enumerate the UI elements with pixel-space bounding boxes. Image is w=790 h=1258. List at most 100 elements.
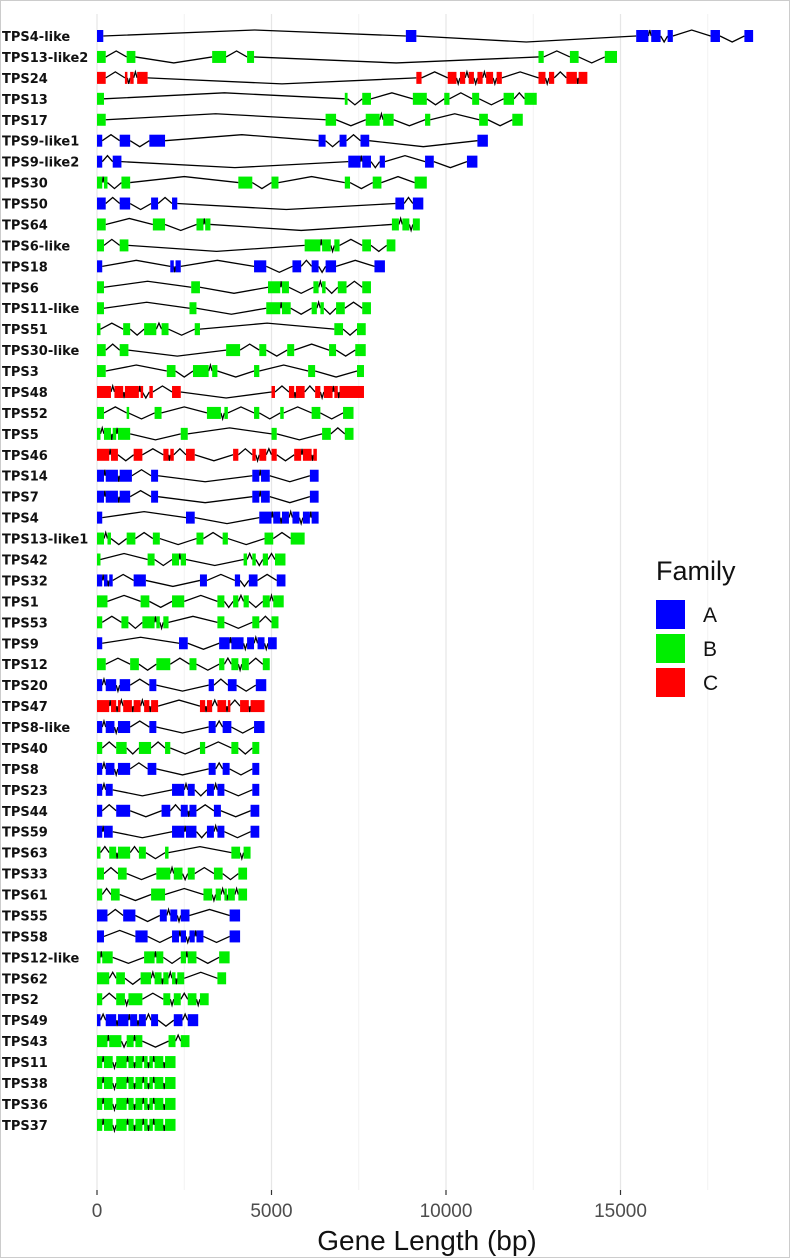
- intron-TPS23-5: [224, 789, 253, 797]
- intron-TPS36-0: [101, 1097, 105, 1105]
- gene-label-TPS55: TPS55: [2, 909, 48, 924]
- gene-label-TPS64: TPS64: [2, 218, 48, 233]
- gene-label-TPS30-like: TPS30-like: [2, 344, 79, 359]
- gene-track-TPS50: [97, 196, 424, 211]
- exon-TPS13-like2-6: [604, 50, 618, 63]
- intron-TPS48-5: [180, 391, 272, 399]
- exon-TPS37-3: [128, 1118, 134, 1131]
- exon-TPS8-like-5: [222, 721, 232, 734]
- exon-TPS50-1: [119, 197, 131, 210]
- intron-TPS6-like-3: [330, 245, 335, 254]
- gene-label-TPS24: TPS24: [2, 72, 48, 87]
- intron-TPS46-3: [167, 454, 171, 461]
- gene-label-TPS12-like: TPS12-like: [2, 951, 79, 966]
- intron-TPS14-1: [117, 475, 121, 482]
- gene-track-TPS30-like: [97, 343, 366, 357]
- intron-TPS64-4: [398, 216, 403, 225]
- intron-TPS11-4: [141, 1055, 145, 1063]
- intron-TPS50-0: [105, 196, 121, 205]
- exon-TPS40-1: [116, 741, 127, 754]
- exon-TPS18-3: [254, 260, 267, 273]
- intron-TPS38-7: [162, 1082, 166, 1090]
- exon-TPS55-2: [159, 909, 167, 922]
- exon-TPS2-0: [97, 993, 103, 1006]
- intron-TPS20-3: [156, 684, 209, 692]
- gene-label-TPS17: TPS17: [2, 114, 48, 129]
- exon-TPS11-like-0: [97, 302, 104, 315]
- intron-TPS37-4: [141, 1118, 145, 1125]
- gene-label-TPS36: TPS36: [2, 1098, 48, 1113]
- exon-TPS5-1: [103, 427, 111, 440]
- intron-TPS30-like-4: [293, 343, 330, 351]
- intron-TPS59-1: [112, 831, 173, 839]
- exon-TPS53-6: [252, 616, 260, 629]
- gene-track-TPS64: [97, 216, 420, 233]
- intron-TPS6-like-1: [128, 244, 305, 253]
- exon-TPS53-0: [97, 616, 103, 629]
- exon-TPS14-6: [309, 469, 319, 482]
- intron-TPS8-1: [113, 768, 119, 778]
- intron-TPS4-like-5: [719, 35, 745, 43]
- legend-label-B: B: [703, 638, 717, 661]
- intron-TPS12-4: [223, 656, 232, 665]
- exon-TPS1-0: [97, 595, 108, 608]
- gene-label-TPS42: TPS42: [2, 554, 48, 569]
- intron-TPS11-5: [146, 1061, 150, 1069]
- intron-TPS13-2: [370, 92, 414, 100]
- legend-title: Family: [656, 556, 736, 586]
- exon-TPS18-4: [292, 260, 302, 273]
- intron-TPS62-0: [108, 971, 117, 979]
- exon-TPS8-6: [252, 762, 260, 775]
- exon-TPS53-1: [121, 616, 129, 629]
- intron-TPS50-2: [157, 196, 173, 205]
- exon-TPS64-6: [412, 218, 420, 231]
- exon-TPS24-10: [496, 71, 502, 84]
- exon-TPS53-5: [217, 616, 225, 629]
- intron-TPS7-1: [117, 496, 121, 503]
- intron-TPS12-3: [196, 663, 220, 671]
- intron-TPS24-12: [553, 70, 567, 79]
- exon-TPS64-2: [196, 218, 204, 231]
- intron-TPS46-5: [194, 454, 234, 462]
- intron-TPS32-3: [145, 579, 201, 588]
- exon-TPS11-3: [128, 1056, 134, 1069]
- exon-TPS40-6: [252, 741, 260, 754]
- exon-TPS8-2: [117, 762, 131, 775]
- intron-TPS6-like-5: [370, 244, 388, 253]
- gene-label-TPS2: TPS2: [2, 993, 39, 1008]
- gene-label-TPS63: TPS63: [2, 847, 48, 862]
- intron-TPS24-0: [105, 71, 126, 79]
- exon-TPS47-5: [144, 700, 150, 713]
- exon-TPS4-like-1: [405, 30, 417, 42]
- intron-TPS18-4: [300, 259, 313, 267]
- exon-TPS53-3: [156, 616, 160, 629]
- intron-TPS42-0: [100, 552, 148, 561]
- exon-TPS49-6: [173, 1014, 183, 1027]
- intron-TPS59-4: [213, 823, 219, 832]
- exon-TPS52-6: [280, 406, 284, 419]
- gene-track-TPS49: [97, 1012, 199, 1027]
- exon-TPS51-0: [97, 323, 101, 336]
- intron-TPS7-5: [269, 496, 311, 504]
- exon-TPS46-11: [302, 448, 312, 461]
- exon-TPS24-14: [578, 71, 588, 84]
- exon-TPS12-5: [231, 658, 239, 671]
- intron-TPS61-0: [101, 887, 112, 895]
- exon-TPS51-3: [161, 323, 169, 336]
- gene-track-TPS38: [97, 1076, 176, 1092]
- exon-TPS23-2: [172, 783, 185, 796]
- exon-TPS13-3: [412, 92, 427, 105]
- exon-TPS23-5: [217, 783, 225, 796]
- intron-TPS8-like-0: [101, 718, 107, 728]
- exon-TPS64-4: [391, 218, 399, 231]
- gene-track-TPS48: [97, 383, 364, 401]
- exon-TPS63-6: [243, 846, 251, 859]
- intron-TPS51-5: [342, 328, 358, 337]
- intron-TPS6-like-2: [319, 239, 323, 246]
- intron-TPS47-11: [248, 705, 252, 713]
- exon-TPS46-8: [259, 448, 267, 461]
- exon-TPS32-7: [276, 574, 286, 587]
- intron-TPS32-2: [112, 573, 134, 582]
- intron-TPS1-5: [248, 600, 264, 609]
- intron-TPS63-3: [145, 852, 166, 860]
